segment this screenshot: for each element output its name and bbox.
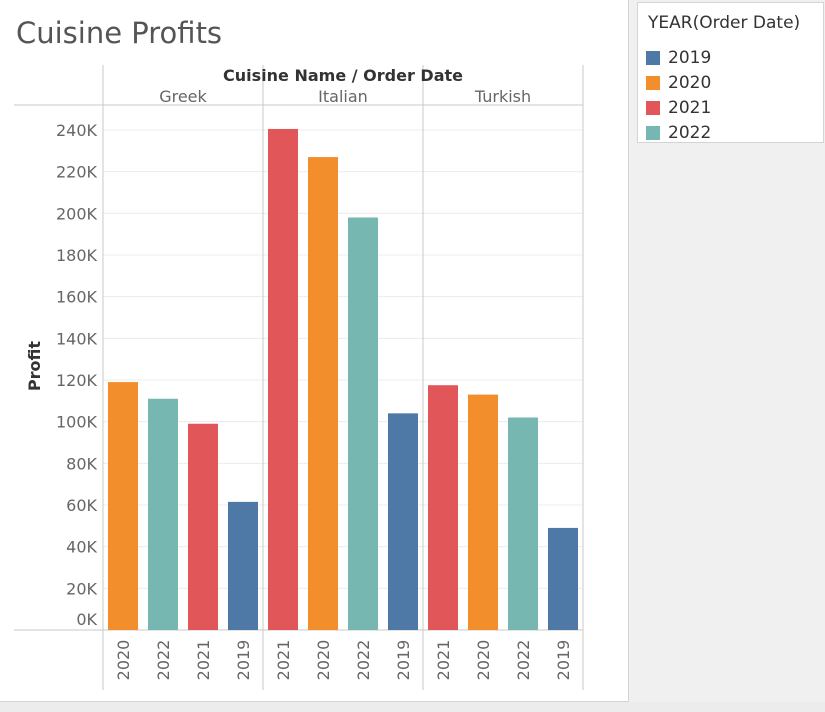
x-tick-label: 2019 bbox=[394, 640, 413, 681]
legend-label: 2019 bbox=[668, 48, 712, 68]
legend-swatch bbox=[646, 76, 660, 90]
legend-label: 2022 bbox=[668, 123, 712, 143]
bar-chart: Cuisine Name / Order Date Greek Italian Tur… bbox=[14, 65, 584, 690]
x-axis-title: Cuisine Name / Order Date bbox=[223, 66, 463, 85]
x-tick-label: 2022 bbox=[354, 640, 373, 681]
legend-item-2021[interactable]: 2021 bbox=[646, 97, 711, 119]
legend-label: 2020 bbox=[668, 73, 712, 93]
legend-item-2020[interactable]: 2020 bbox=[646, 72, 711, 94]
x-tick-label: 2022 bbox=[154, 640, 173, 681]
y-tick-label: 220K bbox=[56, 163, 98, 182]
bar-turkish-2022 bbox=[508, 417, 538, 630]
y-tick-label: 140K bbox=[56, 329, 98, 348]
x-tick-label: 2021 bbox=[274, 640, 293, 681]
bar-turkish-2019 bbox=[548, 527, 578, 630]
y-tick-label: 80K bbox=[66, 454, 97, 473]
bar-italian-2020 bbox=[308, 157, 338, 631]
bar-italian-2022 bbox=[348, 217, 378, 630]
legend-item-2019[interactable]: 2019 bbox=[646, 47, 711, 69]
status-strip bbox=[0, 702, 825, 712]
x-tick-label: 2019 bbox=[554, 640, 573, 681]
x-tick-label: 2021 bbox=[434, 640, 453, 681]
y-tick-label: 100K bbox=[56, 413, 98, 432]
bar-italian-2021 bbox=[268, 128, 298, 631]
y-tick-label: 60K bbox=[66, 496, 97, 515]
chart-title: Cuisine Profits bbox=[16, 16, 223, 50]
bar-italian-2019 bbox=[388, 413, 418, 630]
legend-title: YEAR(Order Date) bbox=[648, 13, 801, 33]
x-tick-label: 2020 bbox=[474, 640, 493, 681]
y-tick-label: 180K bbox=[56, 246, 98, 265]
x-tick-label: 2019 bbox=[234, 640, 253, 681]
legend-swatch bbox=[646, 126, 660, 140]
y-tick-label: 200K bbox=[56, 204, 98, 223]
y-tick-label: 120K bbox=[56, 371, 98, 390]
legend-item-2022[interactable]: 2022 bbox=[646, 122, 711, 144]
bar-greek-2020 bbox=[108, 382, 138, 630]
y-tick-label: 0K bbox=[76, 610, 97, 629]
x-tick-label: 2022 bbox=[514, 640, 533, 681]
bar-greek-2019 bbox=[228, 501, 258, 630]
legend-label: 2021 bbox=[668, 98, 712, 118]
y-tick-label: 240K bbox=[56, 121, 98, 140]
x-tick-label: 2021 bbox=[194, 640, 213, 681]
bar-greek-2021 bbox=[188, 423, 218, 630]
y-tick-label: 160K bbox=[56, 288, 98, 307]
y-axis-title: Profit bbox=[25, 341, 44, 391]
y-tick-label: 20K bbox=[66, 579, 97, 598]
legend[interactable]: YEAR(Order Date) 2019 2020 2021 2022 bbox=[637, 2, 824, 143]
legend-swatch bbox=[646, 51, 660, 65]
legend-swatch bbox=[646, 101, 660, 115]
bar-greek-2022 bbox=[148, 398, 178, 630]
x-tick-label: 2020 bbox=[314, 640, 333, 681]
y-tick-label: 40K bbox=[66, 538, 97, 557]
group-label-greek: Greek bbox=[159, 87, 207, 106]
worksheet: Cuisine Profits Cuisine Name / Order Dat… bbox=[0, 0, 629, 702]
group-label-italian: Italian bbox=[318, 87, 368, 106]
x-tick-label: 2020 bbox=[114, 640, 133, 681]
bar-turkish-2020 bbox=[468, 394, 498, 630]
bar-turkish-2021 bbox=[428, 385, 458, 630]
group-label-turkish: Turkish bbox=[474, 87, 531, 106]
